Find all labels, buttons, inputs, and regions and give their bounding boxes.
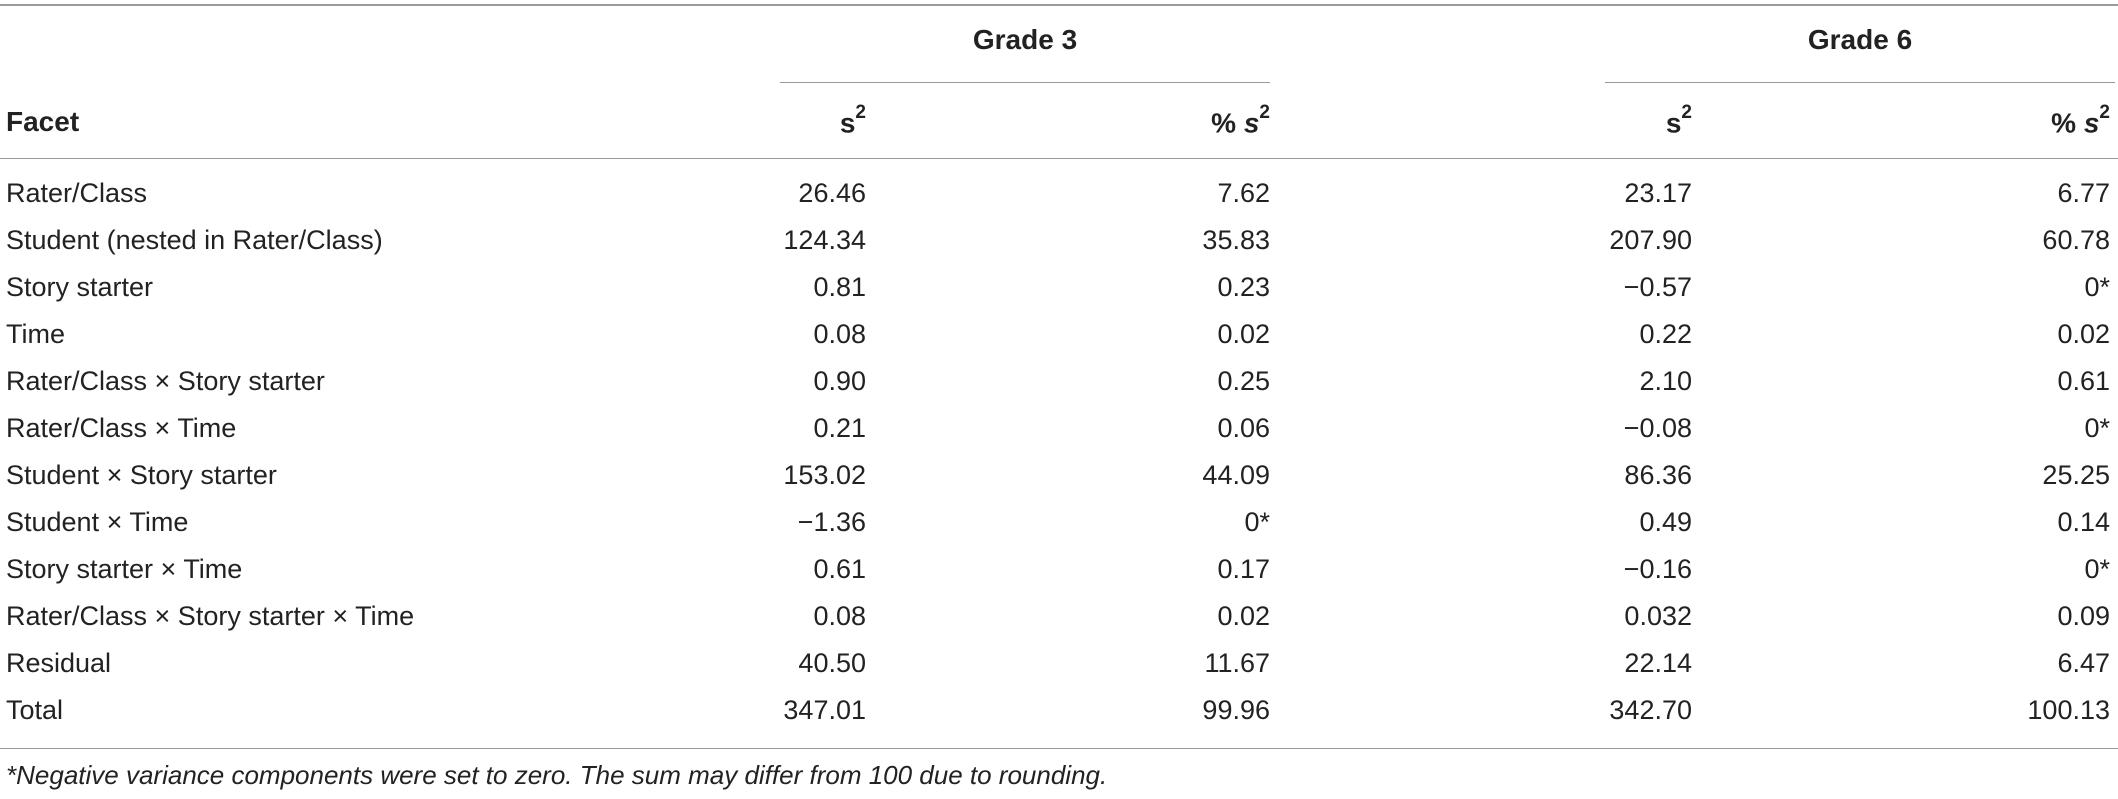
table-row: Rater/Class × Story starter 0.90 0.25 2.10 0… <box>0 358 2118 405</box>
table-row: Rater/Class × Time 0.21 0.06 −0.08 0* <box>0 405 2118 452</box>
grade-3-s2-cell: 153.02 <box>783 460 866 490</box>
facet-cell: Student × Time <box>6 507 189 537</box>
table-row: Time 0.08 0.02 0.22 0.02 <box>0 311 2118 358</box>
grade-6-span-rule <box>1605 82 2115 83</box>
facet-cell: Story starter × Time <box>6 554 243 584</box>
grade-6-s2-cell: 207.90 <box>1609 225 1692 255</box>
grade-3-pct-cell: 44.09 <box>1202 460 1270 490</box>
grade-6-pct-cell: 100.13 <box>2027 695 2110 725</box>
grade-6-pct-cell: 0.14 <box>2057 507 2110 537</box>
grade-6-pct-cell: 25.25 <box>2042 460 2110 490</box>
grade-3-s2-cell: 26.46 <box>798 178 866 208</box>
bottom-rule <box>0 748 2118 749</box>
table-row: Story starter 0.81 0.23 −0.57 0* <box>0 264 2118 311</box>
header-rule <box>0 158 2118 159</box>
grade-6-s2-cell: 22.14 <box>1624 648 1692 678</box>
grade-6-pct-cell: 0* <box>2084 413 2110 443</box>
facet-cell: Rater/Class <box>6 178 148 208</box>
grade-6-s2-header: s2 <box>1665 102 1692 139</box>
grade-6-pct-s2-header: % s2 <box>2051 102 2110 139</box>
grade-6-s2-cell: 86.36 <box>1624 460 1692 490</box>
grade-3-s2-cell: 0.08 <box>813 319 866 349</box>
facet-cell: Rater/Class × Story starter × Time <box>6 601 415 631</box>
grade-3-s2-cell: 347.01 <box>783 695 866 725</box>
grade-3-pct-cell: 0.02 <box>1217 319 1270 349</box>
table-row: Total 347.01 99.96 342.70 100.13 <box>0 687 2118 734</box>
grade-3-pct-cell: 0.23 <box>1217 272 1270 302</box>
grade-6-s2-cell: 23.17 <box>1624 178 1692 208</box>
facet-cell: Rater/Class × Time <box>6 413 237 443</box>
grade-6-s2-cell: −0.57 <box>1623 272 1692 302</box>
group-header-grade-3: Grade 3 <box>972 24 1078 55</box>
grade-6-s2-cell: 2.10 <box>1639 366 1692 396</box>
grade-3-pct-cell: 0* <box>1244 507 1270 537</box>
grade-6-s2-cell: 342.70 <box>1609 695 1692 725</box>
table-footnote: *Negative variance components were set t… <box>6 760 1108 790</box>
top-rule <box>0 4 2118 6</box>
table-row: Rater/Class × Story starter × Time 0.08 0.… <box>0 593 2118 640</box>
facet-cell: Total <box>6 695 64 725</box>
grade-6-pct-cell: 60.78 <box>2042 225 2110 255</box>
grade-6-s2-cell: 0.49 <box>1639 507 1692 537</box>
facet-cell: Time <box>6 319 65 349</box>
facet-cell: Rater/Class × Story starter <box>6 366 325 396</box>
group-header-grade-6: Grade 6 <box>1807 24 1913 55</box>
grade-3-s2-cell: 0.81 <box>813 272 866 302</box>
grade-3-pct-cell: 0.02 <box>1217 601 1270 631</box>
facet-cell: Student (nested in Rater/Class) <box>6 225 383 255</box>
grade-3-pct-cell: 0.25 <box>1217 366 1270 396</box>
table-row: Residual 40.50 11.67 22.14 6.47 <box>0 640 2118 687</box>
grade-3-pct-cell: 35.83 <box>1202 225 1270 255</box>
table-row: Story starter × Time 0.61 0.17 −0.16 0* <box>0 546 2118 593</box>
table-row: Student × Story starter 153.02 44.09 86.36 2… <box>0 452 2118 499</box>
grade-6-s2-cell: 0.032 <box>1624 601 1692 631</box>
grade-3-s2-cell: 0.21 <box>813 413 866 443</box>
grade-3-pct-cell: 0.06 <box>1217 413 1270 443</box>
grade-6-s2-cell: −0.08 <box>1623 413 1692 443</box>
grade-6-pct-cell: 0* <box>2084 554 2110 584</box>
grade-6-pct-cell: 0* <box>2084 272 2110 302</box>
facet-column-header: Facet <box>6 106 80 137</box>
facet-cell: Residual <box>6 648 112 678</box>
grade-3-s2-cell: 124.34 <box>783 225 866 255</box>
table-row: Student × Time −1.36 0* 0.49 0.14 <box>0 499 2118 546</box>
grade-6-pct-cell: 0.61 <box>2057 366 2110 396</box>
grade-3-s2-cell: 40.50 <box>798 648 866 678</box>
grade-3-span-rule <box>780 82 1270 83</box>
grade-6-pct-cell: 0.02 <box>2057 319 2110 349</box>
grade-6-s2-cell: −0.16 <box>1623 554 1692 584</box>
grade-3-pct-s2-header: % s2 <box>1211 102 1270 139</box>
grade-6-s2-cell: 0.22 <box>1639 319 1692 349</box>
grade-3-s2-cell: −1.36 <box>797 507 866 537</box>
grade-3-pct-cell: 11.67 <box>1204 648 1270 678</box>
grade-3-s2-header: s2 <box>839 102 866 139</box>
grade-6-pct-cell: 0.09 <box>2057 601 2110 631</box>
facet-cell: Story starter <box>6 272 154 302</box>
table-row: Rater/Class 26.46 7.62 23.17 6.77 <box>0 170 2118 217</box>
grade-3-pct-cell: 0.17 <box>1217 554 1270 584</box>
table-row: Student (nested in Rater/Class) 124.34 35.… <box>0 217 2118 264</box>
grade-6-pct-cell: 6.77 <box>2057 178 2110 208</box>
grade-3-s2-cell: 0.61 <box>813 554 866 584</box>
grade-6-pct-cell: 6.47 <box>2057 648 2110 678</box>
grade-3-pct-cell: 99.96 <box>1202 695 1270 725</box>
grade-3-pct-cell: 7.62 <box>1217 178 1270 208</box>
grade-3-s2-cell: 0.08 <box>813 601 866 631</box>
facet-cell: Student × Story starter <box>6 460 277 490</box>
grade-3-s2-cell: 0.90 <box>813 366 866 396</box>
